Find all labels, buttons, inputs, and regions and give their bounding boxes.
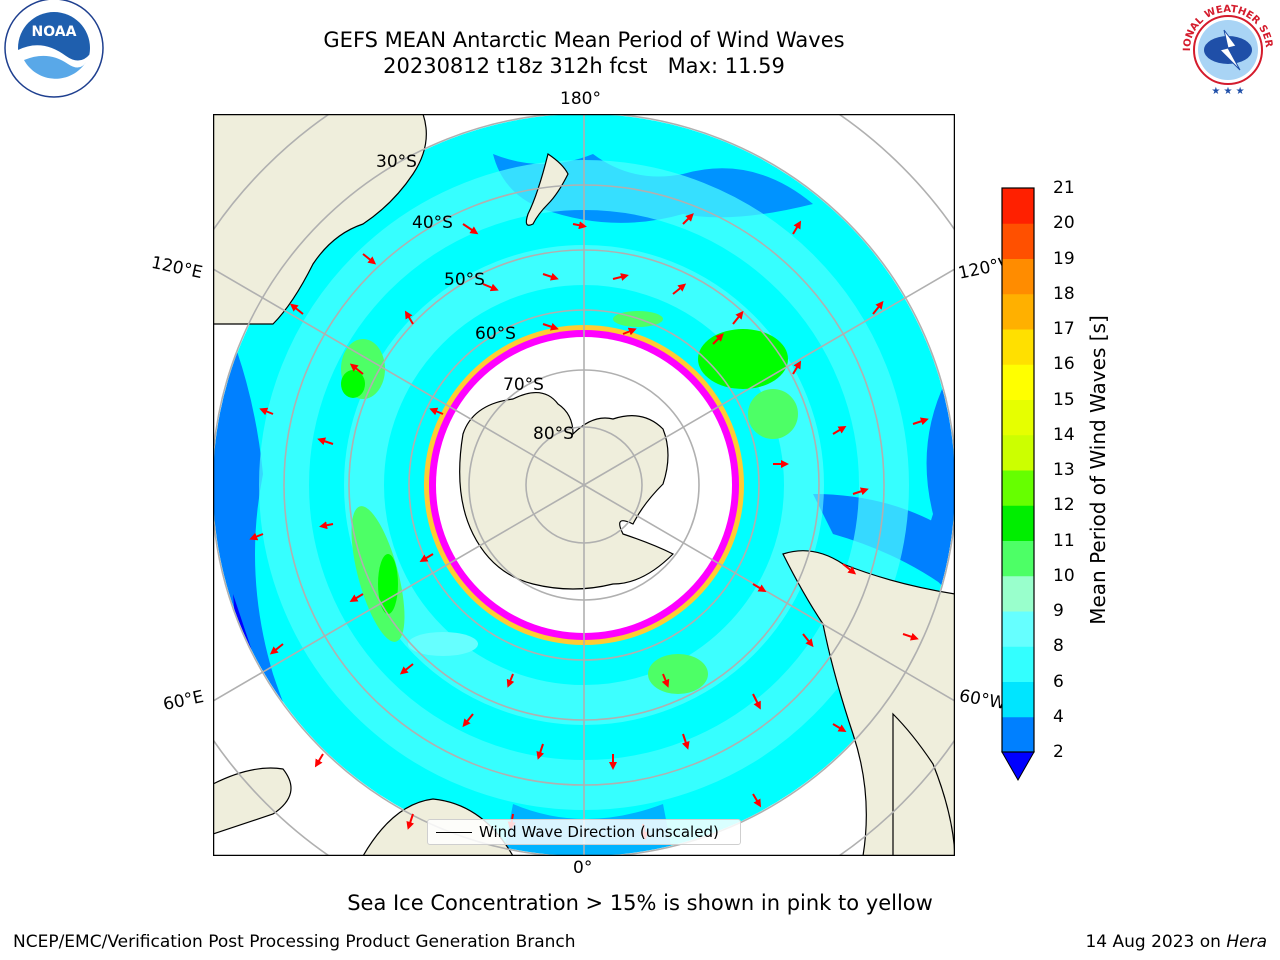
colorbar-segment (1002, 470, 1034, 506)
legend-line-swatch (436, 832, 472, 833)
colorbar-segment (1002, 505, 1034, 541)
lat-label-60s: 60°S (475, 324, 516, 344)
colorbar-tick-label: 19 (1053, 248, 1075, 269)
colorbar-segment (1002, 540, 1034, 577)
colorbar-tick-label: 20 (1053, 213, 1075, 234)
footer-date: 14 Aug 2023 on Hera (1085, 932, 1267, 952)
colorbar-tick-label: 11 (1053, 530, 1075, 551)
max-value: Max: 11.59 (667, 54, 785, 78)
colorbar-tick-label: 17 (1053, 319, 1075, 339)
footer-host: Hera (1226, 932, 1267, 952)
colorbar-tick-label: 6 (1053, 671, 1064, 692)
lat-label-80s: 80°S (533, 424, 574, 444)
legend-label: Wind Wave Direction (unscaled) (479, 823, 719, 841)
wind-wave-arrows (249, 213, 929, 840)
colorbar-segment (1002, 188, 1034, 224)
colorbar-segment (1002, 329, 1034, 365)
colorbar-segment (1002, 293, 1034, 330)
madagascar-region (213, 767, 292, 835)
antarctica (459, 392, 675, 590)
colorbar-tick-label: 15 (1053, 389, 1075, 410)
footer-date-text: 14 Aug 2023 on (1085, 932, 1227, 952)
colorbar-segment (1002, 399, 1034, 436)
colorbar-tick-label: 8 (1053, 636, 1064, 657)
run-info: 20230812 t18z 312h fcst (383, 54, 648, 78)
colorbar-tick-label: 18 (1053, 283, 1075, 304)
lat-label-40s: 40°S (412, 213, 453, 233)
noaa-logo-text: NOAA (32, 24, 77, 40)
map-legend: Wind Wave Direction (unscaled) (427, 819, 741, 845)
lat-label-30s: 30°S (376, 152, 417, 172)
colorbar-tick-label: 12 (1053, 495, 1075, 516)
colorbar-segment (1002, 258, 1034, 295)
colorbar-segment (1002, 646, 1034, 682)
chart-title: GEFS MEAN Antarctic Mean Period of Wind … (323, 28, 845, 52)
colorbar-tick-label: 4 (1053, 706, 1064, 727)
polar-map (213, 114, 955, 856)
lon-label-60e: 60°E (161, 686, 206, 716)
colorbar-tick-label: 13 (1053, 460, 1075, 480)
map-frame (213, 114, 955, 856)
colorbar (1001, 187, 1035, 782)
colorbar-segment (1002, 716, 1034, 753)
svg-text:★ ★ ★: ★ ★ ★ (1211, 86, 1244, 97)
lon-label-120e: 120°E (149, 252, 205, 284)
colorbar-tick-label: 10 (1053, 565, 1075, 586)
colorbar-tick-label: 16 (1053, 354, 1075, 375)
lat-label-50s: 50°S (444, 270, 485, 290)
colorbar-tick-label: 14 (1053, 424, 1075, 445)
lat-label-70s: 70°S (503, 375, 544, 395)
noaa-logo: NOAA (4, 0, 104, 98)
lon-label-0: 0° (573, 858, 593, 878)
colorbar-segment (1002, 611, 1034, 647)
colorbar-segment (1002, 434, 1034, 471)
chart-subtitle: 20230812 t18z 312h fcst Max: 11.59 (0, 53, 1168, 79)
colorbar-tick-label: 2 (1053, 742, 1064, 762)
colorbar-title: Mean Period of Wind Waves [s] (1086, 315, 1110, 625)
nws-logo: NATIONAL WEATHER SERVICE ★ ★ ★ (1176, 0, 1276, 98)
colorbar-segment (1002, 364, 1034, 400)
new-zealand (525, 153, 569, 226)
colorbar-segment (1002, 681, 1034, 718)
lon-label-180: 180° (560, 89, 601, 109)
colorbar-segment (1002, 575, 1034, 612)
colorbar-segment (1002, 223, 1034, 259)
colorbar-tick-label: 21 (1053, 178, 1075, 198)
footer-credit: NCEP/EMC/Verification Post Processing Pr… (13, 932, 576, 952)
graticule (213, 114, 955, 856)
colorbar-tick-label: 9 (1053, 601, 1064, 621)
sea-ice-caption: Sea Ice Concentration > 15% is shown in … (347, 891, 933, 915)
